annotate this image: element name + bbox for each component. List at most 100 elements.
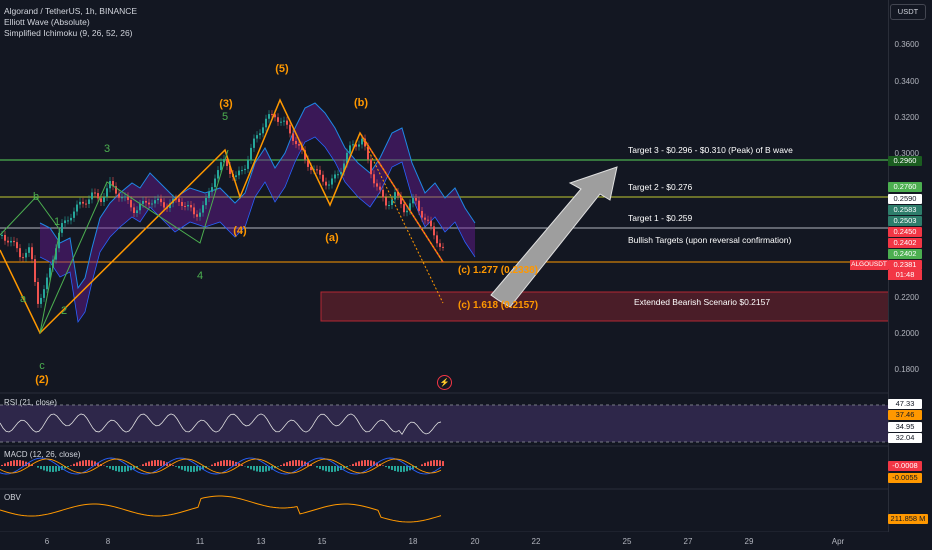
- signal-line: [0, 458, 442, 474]
- candle-body: [397, 192, 399, 196]
- candle-body: [220, 162, 222, 171]
- macd-bar: [178, 466, 180, 469]
- wave-label[interactable]: (b): [353, 97, 369, 109]
- obv-label[interactable]: OBV: [4, 493, 21, 502]
- macd-bar: [304, 461, 306, 466]
- candle-body: [289, 124, 291, 134]
- wave-label[interactable]: (3): [219, 98, 233, 110]
- candle-body: [142, 200, 144, 204]
- macd-label[interactable]: MACD (12, 26, close): [4, 450, 81, 459]
- candle-body: [64, 220, 66, 224]
- subwave-label[interactable]: 3: [103, 143, 111, 155]
- macd-bar: [391, 466, 393, 470]
- macd-bar: [202, 466, 204, 470]
- candle-body: [109, 181, 111, 189]
- macd-bar: [190, 466, 192, 472]
- time-tick: 11: [195, 537, 205, 546]
- macd-bar: [22, 460, 24, 466]
- candle-body: [100, 198, 102, 203]
- wave-label[interactable]: (2): [35, 374, 49, 386]
- macd-bar: [430, 460, 432, 466]
- macd-bar: [106, 466, 108, 468]
- time-tick: 22: [531, 537, 541, 546]
- fib-1277-label[interactable]: (c) 1.277 (0.2338): [458, 265, 539, 276]
- subwave-label[interactable]: b: [32, 191, 40, 203]
- candle-body: [67, 220, 69, 222]
- projection-line: [359, 132, 444, 304]
- candle-body: [76, 204, 78, 212]
- rsi-tag: 47.33: [888, 399, 922, 409]
- target3-label[interactable]: Target 3 - $0.296 - $0.310 (Peak) of B w…: [628, 145, 793, 155]
- candle-body: [430, 220, 432, 227]
- subwave-label[interactable]: 2: [60, 305, 68, 317]
- subwave-label[interactable]: 5: [221, 111, 229, 123]
- candle-body: [112, 181, 114, 187]
- candle-body: [343, 163, 345, 172]
- macd-bar: [400, 466, 402, 472]
- price-tag: 0.2402: [888, 249, 922, 259]
- candle-body: [442, 246, 444, 248]
- subwave-label[interactable]: a: [19, 293, 27, 305]
- candle-body: [268, 114, 270, 119]
- candle-body: [238, 170, 240, 176]
- candle-body: [55, 248, 57, 260]
- subwave-label[interactable]: c: [39, 360, 45, 372]
- candle-body: [427, 219, 429, 221]
- wave-label[interactable]: (5): [275, 63, 289, 75]
- macd-bar: [334, 466, 336, 472]
- wave-label[interactable]: (4): [233, 225, 247, 237]
- candle-body: [409, 203, 411, 211]
- subwave-label[interactable]: 1: [53, 216, 61, 228]
- subwave-label[interactable]: 4: [196, 270, 204, 282]
- macd-bar: [241, 464, 243, 466]
- macd-bar: [184, 466, 186, 471]
- candle-body: [415, 198, 417, 201]
- macd-bar: [115, 466, 117, 472]
- price-tag: 0.2503: [888, 216, 922, 226]
- candle-body: [181, 202, 183, 206]
- candle-body: [310, 166, 312, 171]
- macd-bar: [307, 462, 309, 466]
- cloud-span-b: [39, 136, 476, 324]
- target1-label[interactable]: Target 1 - $0.259: [628, 213, 693, 223]
- candle-body: [37, 282, 39, 304]
- time-tick: 15: [317, 537, 327, 546]
- indicator-ichimoku[interactable]: Simplified Ichimoku (9, 26, 52, 26): [4, 28, 133, 38]
- candle-body: [160, 198, 162, 203]
- candle-body: [13, 240, 15, 243]
- candle-body: [79, 201, 81, 205]
- candle-body: [256, 135, 258, 139]
- target2-label[interactable]: Target 2 - $0.276: [628, 182, 693, 192]
- time-tick: 18: [408, 537, 418, 546]
- symbol-title[interactable]: Algorand / TetherUS, 1h, BINANCE: [4, 6, 138, 16]
- candle-body: [43, 289, 45, 298]
- macd-bar: [73, 463, 75, 466]
- macd-bar: [412, 466, 414, 470]
- currency-button[interactable]: USDT: [890, 4, 926, 20]
- time-tick: 27: [683, 537, 693, 546]
- macd-bar: [229, 460, 231, 466]
- macd-bar: [415, 466, 417, 468]
- candle-body: [325, 181, 327, 186]
- bullish-targets-label[interactable]: Bullish Targets (upon reversal confirmat…: [628, 235, 792, 245]
- candle-body: [265, 118, 267, 128]
- macd-bar: [217, 461, 219, 466]
- indicator-elliott[interactable]: Elliott Wave (Absolute): [4, 17, 90, 27]
- macd-bar: [406, 466, 408, 472]
- price-tick: 0.2000: [894, 329, 919, 338]
- rsi-label[interactable]: RSI (21, close): [4, 398, 57, 407]
- macd-bar: [349, 465, 351, 466]
- candle-body: [418, 200, 420, 211]
- wave-label[interactable]: (a): [325, 232, 339, 244]
- macd-bar: [259, 466, 261, 472]
- macd-bar: [163, 461, 165, 466]
- candle-body: [271, 114, 273, 116]
- price-chart[interactable]: [0, 0, 888, 532]
- extended-bearish-label[interactable]: Extended Bearish Scenario $0.2157: [634, 297, 771, 307]
- lightning-icon[interactable]: ⚡: [437, 375, 452, 390]
- macd-bar: [262, 466, 264, 472]
- fib-1618-label[interactable]: (c) 1.618 (0.2157): [458, 300, 539, 311]
- macd-bar: [394, 466, 396, 472]
- macd-bar: [118, 466, 120, 472]
